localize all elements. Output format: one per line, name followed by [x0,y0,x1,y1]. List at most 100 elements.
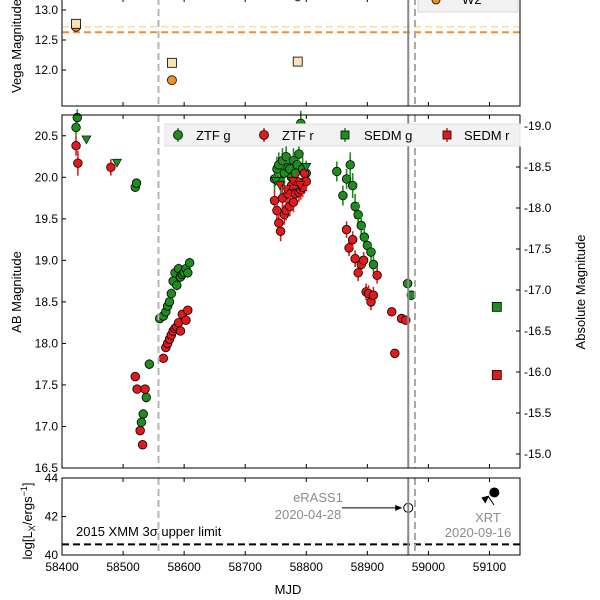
erass-date-label: 2020-04-28 [275,507,342,522]
xray-annotations: eRASS1 2020-04-28 XRT 2020-09-16 2015 XM… [76,490,511,540]
bot-ylabel-main: log[L [20,531,35,559]
bot-ylabel-end: ] [20,482,35,486]
legends: W2 ZTF g ZTF r SEDM g SEDM r [164,0,521,147]
point-0-52 [366,247,376,257]
bot-ylabel: log[LX/ergs−1] [19,482,37,559]
mid-ytick-label-7: 20.0 [35,170,59,184]
top-legend-box [417,0,519,13]
point-1-8 [158,353,169,364]
point-1-22 [272,205,282,216]
point-1-52 [390,348,400,359]
point-0-12 [164,297,175,307]
panel-frames [61,0,521,556]
mid-ytick-label-2: 17.5 [35,378,59,392]
mid-ytick-label-6: 19.5 [35,212,59,226]
xrt-arrowhead [481,495,490,504]
mid-y2tick-label-8: -15.0 [524,447,552,461]
top-panel-vega [62,0,520,86]
point-0-48 [353,209,363,220]
legend-ztfg-marker [173,130,183,140]
mid-y2tick-label-0: -19.0 [524,119,552,133]
xtick-label-2: 58600 [167,560,201,574]
point-1-2 [106,162,116,173]
xtick-label-3: 58700 [229,560,263,574]
legend-ztfr-label: ZTF r [282,128,314,143]
point-0-4 [136,417,147,428]
xlabel: MJD [275,582,302,597]
xtick-label-5: 58900 [351,560,385,574]
xmm-limit-label: 2015 XMM 3σ upper limit [76,524,222,539]
mid-y2tick-label-7: -15.5 [524,406,552,420]
sedm-point-4-0 [491,301,502,312]
legend-w2-marker [431,0,441,5]
mid-y2tick-label-3: -17.5 [524,242,552,256]
point-0-42 [332,166,342,177]
point-1-43 [353,268,363,278]
point-1-17 [175,326,186,336]
upper-limit-3-1 [281,185,292,195]
point-1-19 [181,315,191,325]
legend-sedmg-label: SEDM g [364,128,412,143]
mid-ytick-label-8: 20.5 [35,129,59,143]
top-ytick-label-1: 12.5 [35,33,59,47]
point-0-53 [368,259,379,270]
erass-arrowhead [395,504,403,511]
bot-ylabel-sup: −1 [19,486,29,496]
top-ytick-label-0: 12.0 [35,63,59,77]
frame-top [61,0,521,107]
upper-limit-3-2 [287,177,298,187]
legend-sedmg-marker [340,130,350,140]
point-0-46 [347,180,358,191]
point-1-37 [299,168,310,178]
xtick-label-1: 58500 [106,560,140,574]
bot-ylabel-mid: /ergs [20,496,35,525]
mid-ytick-label-1: 17.0 [35,419,59,433]
point-0-50 [359,232,369,242]
wise-point-offscale [294,0,301,2]
point-1-3 [130,371,140,382]
point-0-44 [341,174,352,184]
point-1-7 [140,384,150,394]
epoch-lines [157,0,416,555]
wise-point-1-0 [71,18,81,29]
point-0-23 [184,258,195,268]
point-1-23 [274,218,284,228]
point-1-51 [387,307,397,317]
point-1-31 [288,197,299,207]
bot-ytick-label-1: 42 [45,510,59,524]
xrt-name-label: XRT [475,510,501,525]
upper-limit-2-0 [81,135,92,145]
point-0-7 [144,359,155,369]
point-0-6 [141,392,151,403]
legend-ztfr-marker [259,130,269,140]
upper-limit-3-3 [295,181,306,191]
upper-limit-2-3 [301,163,312,172]
point-1-4 [132,384,142,394]
point-1-41 [347,234,358,245]
point-0-37 [294,149,304,159]
bot-ylabel-sub: X [27,525,37,531]
wise-point-1-1 [167,57,177,68]
mid-y2tick-label-1: -18.5 [524,160,552,174]
point-0-1 [72,112,82,123]
wise-point-1-2 [292,56,303,67]
mid-ylabel: AB Magnitude [9,251,24,333]
axis-labels: Vega Magnitude AB Magnitude Absolute Mag… [9,0,588,597]
point-0-16 [172,280,182,290]
point-0-45 [345,160,355,170]
point-0-3 [131,178,142,188]
legend-sedmr-label: SEDM r [464,128,510,143]
point-1-39 [341,224,352,235]
point-0-49 [356,220,366,231]
mid-ytick-label-0: 16.5 [35,461,59,475]
mid-y2tick-label-4: -17.0 [524,283,552,297]
bot-ytick-label-2: 44 [45,471,59,485]
point-0-0 [71,122,81,133]
mid-ytick-label-5: 19.0 [35,253,59,267]
mid-ytick-label-3: 18.0 [35,336,59,350]
top-ylabel: Vega Magnitude [9,0,24,93]
xtick-label-6: 59000 [412,560,446,574]
frame-middle [61,114,521,469]
legend-sedmr-marker [442,130,452,140]
